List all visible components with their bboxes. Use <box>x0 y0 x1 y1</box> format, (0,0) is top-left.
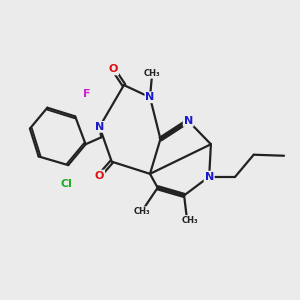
Text: Cl: Cl <box>61 179 72 189</box>
Text: CH₃: CH₃ <box>143 69 160 78</box>
Text: CH₃: CH₃ <box>133 207 150 216</box>
Text: N: N <box>95 122 104 132</box>
Text: F: F <box>83 89 90 99</box>
Text: O: O <box>109 64 118 74</box>
Text: O: O <box>95 171 104 181</box>
Text: N: N <box>146 92 154 102</box>
Text: CH₃: CH₃ <box>182 216 198 225</box>
Text: N: N <box>205 172 214 182</box>
Text: N: N <box>184 116 193 126</box>
